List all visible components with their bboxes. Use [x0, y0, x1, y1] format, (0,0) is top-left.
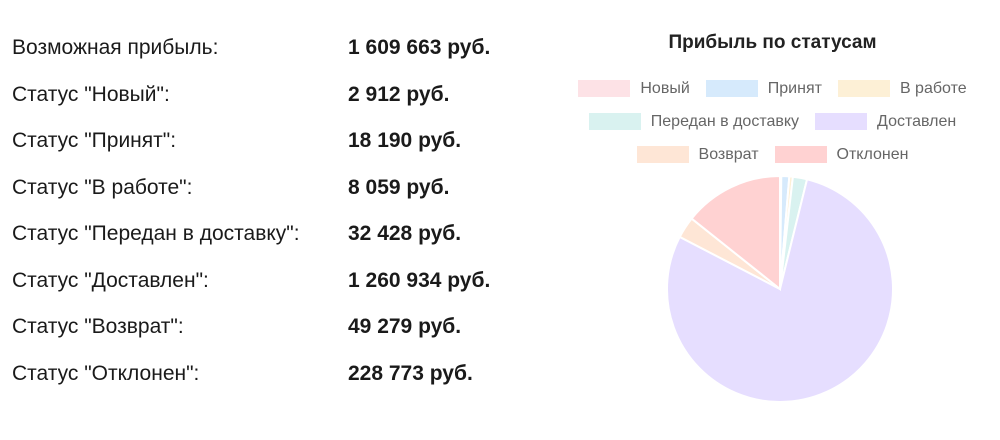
- legend-label: Передан в доставку: [650, 112, 800, 130]
- legend-swatch: [588, 113, 641, 130]
- legend-label: Возврат: [698, 145, 759, 163]
- legend-label: Доставлен: [877, 112, 957, 130]
- stat-value: 49 279 руб.: [348, 315, 462, 338]
- legend-swatch: [774, 146, 827, 163]
- pie-slice[interactable]: [690, 174, 781, 292]
- legend-item[interactable]: Новый: [578, 79, 690, 98]
- stat-label: Статус "Новый":: [12, 82, 170, 106]
- legend-item[interactable]: Отклонен: [774, 145, 909, 164]
- chart-title: Прибыль по статусам: [668, 32, 877, 53]
- legend-swatch: [705, 80, 758, 97]
- stat-value: 1 260 934 руб.: [348, 268, 491, 292]
- legend-label: Отклонен: [836, 145, 909, 163]
- chart-legend: Новый Принят В работе Передан в доставку Дос…: [545, 72, 1000, 171]
- stat-label: Статус "Принят":: [12, 129, 177, 152]
- legend-label: В работе: [899, 79, 967, 97]
- legend-label: Принят: [767, 79, 822, 97]
- stat-value: 8 059 руб.: [348, 175, 450, 199]
- stat-label: Статус "Отклонен":: [12, 361, 200, 385]
- pie-slice[interactable]: [666, 178, 894, 403]
- legend-item[interactable]: Передан в доставку: [588, 112, 800, 131]
- profit-pie-chart: Прибыль по статусам Новый Принят В работе П…: [545, 24, 1000, 434]
- pie-svg: [666, 174, 894, 403]
- stat-value: 18 190 руб.: [348, 129, 462, 152]
- legend-swatch: [837, 80, 890, 97]
- legend-row: Передан в доставку Доставлен: [545, 105, 1000, 138]
- legend-item[interactable]: В работе: [837, 79, 967, 98]
- legend-swatch: [636, 146, 689, 163]
- legend-label: Новый: [640, 79, 690, 97]
- stat-value: 32 428 руб.: [348, 222, 462, 245]
- stat-label: Статус "Доставлен":: [12, 268, 209, 292]
- legend-item[interactable]: Возврат: [636, 145, 759, 164]
- stat-label: Статус "Возврат":: [12, 315, 184, 338]
- stat-label: Статус "В работе":: [12, 175, 193, 199]
- legend-swatch: [815, 113, 868, 130]
- stat-value: 228 773 руб.: [348, 361, 473, 385]
- stat-value: 1 609 663 руб.: [348, 36, 491, 59]
- legend-row: Новый Принят В работе: [545, 72, 1000, 105]
- stat-value: 2 912 руб.: [348, 82, 450, 106]
- legend-item[interactable]: Доставлен: [815, 113, 956, 131]
- stat-label: Возможная прибыль:: [12, 36, 219, 59]
- stat-label: Статус "Передан в доставку":: [12, 222, 300, 245]
- legend-row: Возврат Отклонен: [545, 138, 1000, 171]
- legend-swatch: [578, 80, 631, 97]
- legend-item[interactable]: Принят: [705, 79, 822, 98]
